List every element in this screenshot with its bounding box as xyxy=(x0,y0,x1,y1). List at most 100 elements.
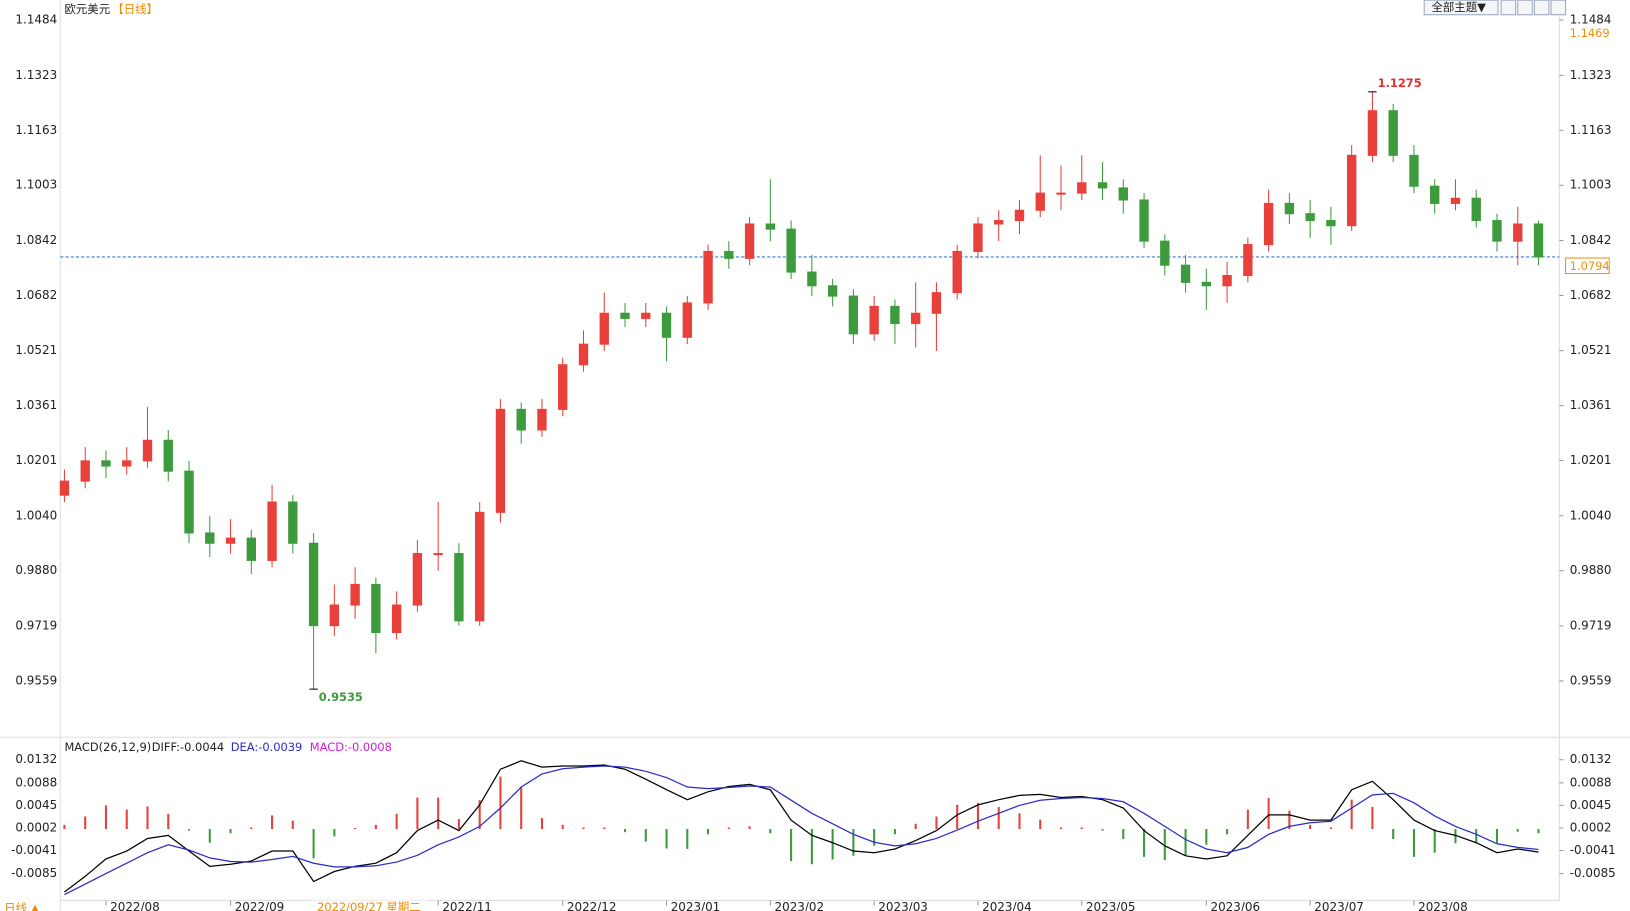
macd-tick-label-right: 0.0088 xyxy=(1570,775,1612,789)
candle-body xyxy=(1118,187,1128,201)
last-price-box xyxy=(1565,257,1610,275)
crosshair-date: 2022/09/27 星期二 xyxy=(317,900,421,911)
candle-body xyxy=(1346,154,1357,227)
macd-tick-label: -0.0041 xyxy=(11,843,57,857)
candle-body xyxy=(1243,244,1253,277)
candle-body xyxy=(1222,274,1232,287)
x-tick-label: 2022/11 xyxy=(442,900,492,911)
candle-body xyxy=(225,537,236,544)
candle-body xyxy=(827,285,838,297)
candle-body xyxy=(1180,264,1191,283)
y-tick-label: 0.9880 xyxy=(15,563,57,577)
y-tick-label: 0.9559 xyxy=(15,673,57,687)
candle-body xyxy=(599,312,609,345)
y-tick-label-right: 0.9880 xyxy=(1570,563,1612,577)
y-tick-label-right: 1.1163 xyxy=(1570,123,1612,137)
macd-tick-label: -0.0085 xyxy=(11,866,57,880)
macd-params: MACD(26,12,9) xyxy=(64,740,151,754)
candle-body xyxy=(433,553,443,556)
candle-body xyxy=(1035,192,1045,211)
candle-body xyxy=(184,470,194,534)
candle-body xyxy=(80,460,90,482)
period-switch[interactable]: 日线 ▲ xyxy=(4,901,39,911)
y-tick-label-right: 1.0682 xyxy=(1570,288,1612,302)
candle-body xyxy=(142,439,153,462)
candle-body xyxy=(661,312,672,338)
candle-body xyxy=(1160,240,1170,266)
y-tick-label: 1.0521 xyxy=(15,343,57,357)
y-tick-label: 1.1484 xyxy=(15,13,57,27)
macd-dea: DEA:-0.0039 xyxy=(231,740,303,754)
period-label: 【日线】 xyxy=(112,2,158,16)
candle-body xyxy=(59,480,70,496)
macd-tick-label-right: 0.0132 xyxy=(1570,752,1612,766)
x-tick-label: 2023/08 xyxy=(1418,900,1468,911)
macd-diff: DIFF:-0.0044 xyxy=(152,740,224,754)
marker-price-label: 1.1469 xyxy=(1570,26,1610,40)
x-tick-label: 2023/06 xyxy=(1210,900,1260,911)
candle-body xyxy=(495,408,506,513)
x-tick-label: 2023/04 xyxy=(982,900,1032,911)
x-tick-label: 2023/01 xyxy=(671,900,721,911)
y-tick-label: 1.1323 xyxy=(15,68,57,82)
crosshair-box xyxy=(311,900,429,911)
candle-body xyxy=(1305,213,1315,222)
zoom-button[interactable] xyxy=(1533,0,1550,16)
y-tick-label-right: 1.0521 xyxy=(1570,343,1612,357)
candle-body xyxy=(288,501,298,544)
candle-body xyxy=(391,604,402,634)
candle-body xyxy=(765,223,776,230)
y-tick-label: 1.0040 xyxy=(15,508,57,522)
macd-tick-label: 0.0045 xyxy=(15,798,57,812)
candle-body xyxy=(744,223,755,259)
y-tick-label: 1.0682 xyxy=(15,288,57,302)
x-tick-label: 2023/02 xyxy=(775,900,825,911)
candle-body xyxy=(952,250,962,294)
last-price-label: 1.0794 xyxy=(1570,259,1610,273)
theme-button-box[interactable] xyxy=(1423,0,1499,16)
macd-tick-label: 0.0002 xyxy=(15,820,57,834)
candle-body xyxy=(205,532,215,544)
candle-body xyxy=(329,604,340,627)
candle-body xyxy=(454,553,464,622)
candle-body xyxy=(869,305,879,335)
zoom-button[interactable] xyxy=(1550,0,1567,16)
macd-tick-label: 0.0088 xyxy=(15,775,57,789)
candle-body xyxy=(1367,110,1378,156)
candle-body xyxy=(1492,220,1502,242)
candle-body xyxy=(350,583,360,606)
macd-tick-label: 0.0132 xyxy=(15,752,57,766)
candle-body xyxy=(1513,223,1523,242)
y-tick-label-right: 1.1484 xyxy=(1570,13,1612,27)
candle-body xyxy=(1056,192,1066,195)
candle-body xyxy=(724,250,734,259)
candle-body xyxy=(848,295,859,335)
macd-tick-label-right: -0.0085 xyxy=(1570,866,1616,880)
candle-body xyxy=(1471,197,1481,222)
macd-tick-label-right: -0.0041 xyxy=(1570,843,1616,857)
zoom-button[interactable] xyxy=(1500,0,1517,16)
x-tick-label: 2022/12 xyxy=(567,900,617,911)
y-tick-label-right: 1.1003 xyxy=(1570,178,1612,192)
candle-body xyxy=(641,312,651,319)
candle-body xyxy=(1201,281,1212,287)
y-tick-label: 1.0842 xyxy=(15,233,57,247)
candle-body xyxy=(1326,220,1336,227)
candle-body xyxy=(786,228,796,273)
candle-body xyxy=(1139,199,1149,242)
theme-button[interactable]: 全部主题▼ xyxy=(1431,0,1486,14)
y-tick-label-right: 0.9559 xyxy=(1570,673,1612,687)
candle-body xyxy=(1450,197,1461,204)
y-tick-label-right: 1.0842 xyxy=(1570,233,1612,247)
candle-body xyxy=(246,537,256,561)
y-tick-label-right: 1.0040 xyxy=(1570,508,1612,522)
x-tick-label: 2023/03 xyxy=(878,900,928,911)
macd-line xyxy=(64,760,1539,893)
zoom-button[interactable] xyxy=(1517,0,1533,16)
macd-line xyxy=(64,765,1539,896)
y-tick-label-right: 1.0201 xyxy=(1570,453,1612,467)
macd-tick-label-right: 0.0002 xyxy=(1570,820,1612,834)
